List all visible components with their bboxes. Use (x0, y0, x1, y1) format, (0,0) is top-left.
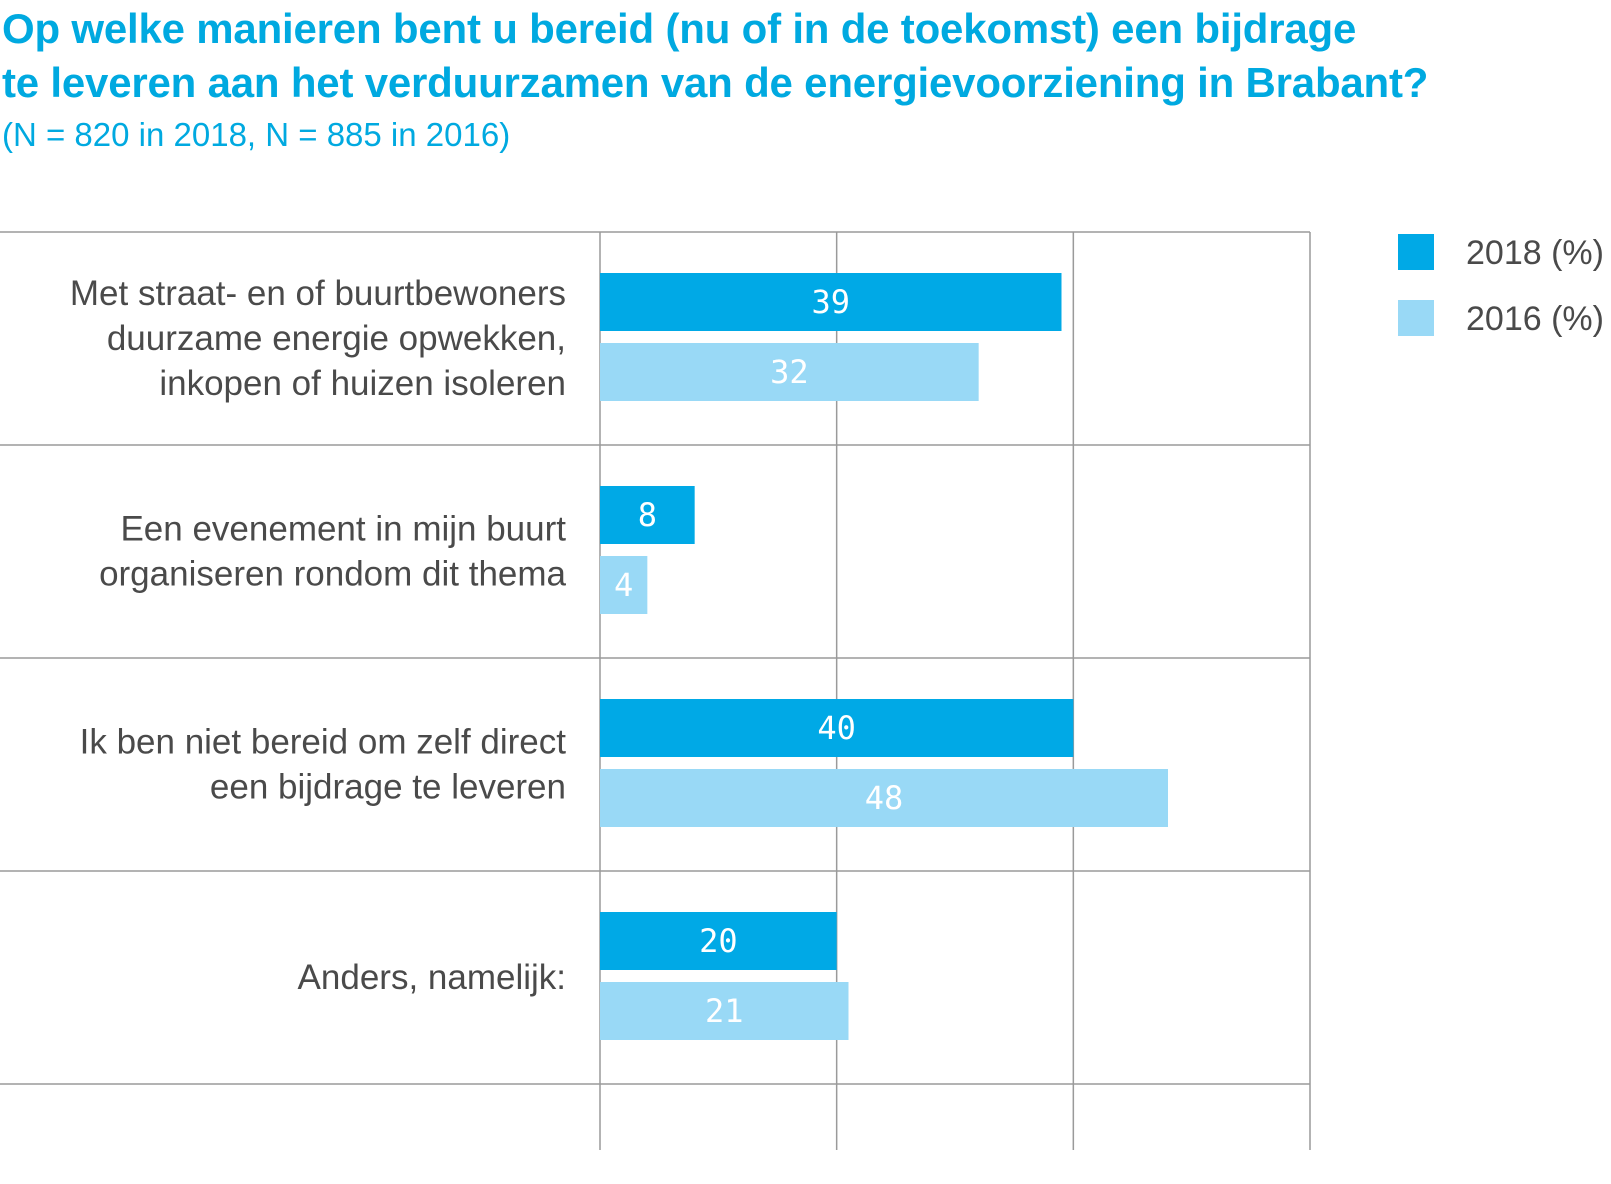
bar-2016 (600, 982, 849, 1040)
bar-data-label: 32 (770, 353, 809, 391)
legend-label: 2016 (%) (1466, 300, 1604, 338)
bar-2016 (600, 556, 648, 614)
bar-data-label: 48 (865, 779, 904, 817)
chart-subtitle: (N = 820 in 2018, N = 885 in 2016) (2, 116, 511, 153)
bar-2016 (600, 343, 979, 401)
category-label: Met straat- en of buurtbewoners duurzame … (70, 274, 566, 403)
bar-2018 (600, 912, 837, 970)
category-label-line: Ik ben niet bereid om zelf direct (80, 723, 567, 762)
category-label-line: inkopen of huizen isoleren (159, 364, 566, 403)
category-label-line: een bijdrage te leveren (210, 768, 566, 807)
category-label-line: organiseren rondom dit thema (99, 555, 566, 594)
legend-swatch-2018 (1398, 234, 1434, 270)
bar-data-label: 40 (817, 709, 856, 747)
chart-title-line-1: Op welke manieren bent u bereid (nu of i… (2, 5, 1357, 52)
chart-title: Op welke manieren bent u bereid (nu of i… (2, 2, 1428, 110)
bar-2016 (600, 769, 1168, 827)
category-label: Anders, namelijk: (298, 958, 566, 997)
category-label-line: Een evenement in mijn buurt (120, 510, 566, 549)
legend-label: 2018 (%) (1466, 234, 1604, 272)
category-label-line: Met straat- en of buurtbewoners (70, 274, 566, 313)
chart-title-line-2: te leveren aan het verduurzamen van de e… (2, 59, 1429, 106)
bar-data-label: 21 (705, 992, 744, 1030)
bar-2018 (600, 273, 1062, 331)
bar-2018 (600, 699, 1074, 757)
bar-data-label: 39 (811, 283, 850, 321)
bar-data-label: 20 (699, 922, 738, 960)
legend-swatch-2016 (1398, 300, 1434, 336)
bar-data-label: 8 (638, 496, 657, 534)
bar-data-label: 4 (614, 566, 633, 604)
bar-2018 (600, 486, 695, 544)
category-label: Ik ben niet bereid om zelf direct een bij… (80, 723, 567, 807)
category-label: Een evenement in mijn buurt organiseren r… (99, 510, 566, 594)
category-label-line: Anders, namelijk: (298, 958, 566, 997)
category-label-line: duurzame energie opwekken, (107, 319, 566, 358)
